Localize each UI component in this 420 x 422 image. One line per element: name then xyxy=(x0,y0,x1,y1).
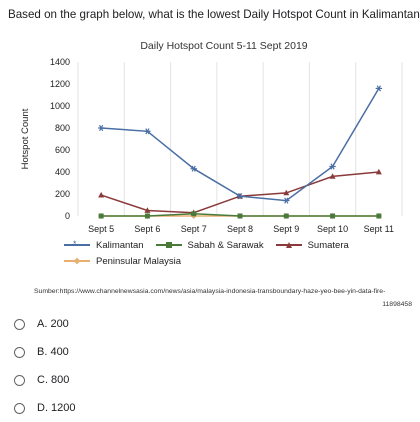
source-id-line: 11898458 xyxy=(382,301,412,308)
option-d[interactable]: D. 1200 xyxy=(14,394,314,422)
legend-swatch xyxy=(155,240,182,250)
hotspot-chart: Daily Hotspot Count 5-11 Sept 2019 0 200 4… xyxy=(14,34,410,284)
sumatera-point xyxy=(375,168,382,175)
chart-canvas: 0 200 400 600 800 1000 1200 1400 Sept 5 Sept 6 Sep… xyxy=(20,57,403,234)
kalimantan-point xyxy=(329,163,336,170)
source-url-line: Sumber:https://www.channelnewsasia.com/n… xyxy=(34,288,386,295)
sabah-sarawak-point xyxy=(237,213,243,219)
question-label: Based on the graph below, what is the lo… xyxy=(8,8,420,21)
kalimantan-line xyxy=(101,88,380,202)
y-tick-label: 800 xyxy=(55,123,70,133)
answer-options: A. 200 B. 400 C. 800 D. 1200 xyxy=(14,310,314,422)
kalimantan-point xyxy=(190,165,197,172)
source-citation: Sumber:https://www.channelnewsasia.com/n… xyxy=(34,285,412,311)
option-label: A. 200 xyxy=(37,318,69,330)
x-tick-label: Sept 5 xyxy=(88,224,114,234)
legend-label: Sabah & Sarawak xyxy=(187,239,264,251)
sabah-sarawak-point xyxy=(191,211,197,217)
x-tick-label: Sept 10 xyxy=(317,224,348,234)
sabah-sarawak-point xyxy=(376,213,382,219)
legend-row: * Kalimantan Sabah & Sarawak Sumatera xyxy=(64,237,414,253)
option-label: D. 1200 xyxy=(37,402,76,414)
option-b[interactable]: B. 400 xyxy=(14,338,314,366)
y-tick-label: 1000 xyxy=(50,101,70,111)
option-label: B. 400 xyxy=(37,346,69,358)
y-tick-label: 200 xyxy=(55,189,70,199)
legend-item-sabah-sarawak: Sabah & Sarawak xyxy=(155,239,264,251)
kalimantan-point xyxy=(283,197,290,204)
x-tick-label: Sept 6 xyxy=(134,224,160,234)
radio-button[interactable] xyxy=(14,374,25,386)
kalimantan-point xyxy=(144,128,151,135)
y-tick-label: 1400 xyxy=(50,57,70,67)
legend-item-peninsular-malaysia: Peninsular Malaysia xyxy=(64,256,181,267)
radio-button[interactable] xyxy=(14,318,25,330)
sumatera-point xyxy=(329,173,336,179)
sabah-sarawak-point xyxy=(144,213,150,219)
x-tick-label: Sept 9 xyxy=(273,224,299,234)
sumatera-point xyxy=(144,207,151,213)
y-tick-label: 1200 xyxy=(50,79,70,89)
x-tick-label: Sept 8 xyxy=(227,224,253,234)
sabah-sarawak-point xyxy=(283,213,289,219)
radio-button[interactable] xyxy=(14,346,25,358)
sumatera-point xyxy=(98,191,105,198)
x-tick-label: Sept 7 xyxy=(181,224,207,234)
legend-swatch xyxy=(275,240,302,250)
legend-label: Kalimantan xyxy=(96,239,144,251)
chart-legend: * Kalimantan Sabah & Sarawak Sumatera Penin… xyxy=(64,237,414,269)
kalimantan-point xyxy=(236,193,244,200)
question-text: Based on the graph below, what is the lo… xyxy=(8,8,420,22)
legend-row: Peninsular Malaysia xyxy=(64,253,414,269)
legend-label: Peninsular Malaysia xyxy=(96,255,182,267)
y-tick-label: 400 xyxy=(55,167,70,177)
y-tick-label: 600 xyxy=(55,145,70,155)
legend-item-kalimantan: * Kalimantan xyxy=(64,240,144,251)
kalimantan-point xyxy=(97,124,105,132)
legend-item-sumatera: Sumatera xyxy=(275,239,349,251)
sabah-sarawak-point xyxy=(330,213,336,219)
option-label: C. 800 xyxy=(37,374,70,386)
y-axis-label: Hotspot Count xyxy=(20,108,31,169)
sumatera-line xyxy=(100,171,379,214)
legend-swatch xyxy=(64,256,90,266)
radio-button[interactable] xyxy=(14,402,25,414)
option-a[interactable]: A. 200 xyxy=(14,310,314,338)
option-c[interactable]: C. 800 xyxy=(14,366,314,394)
sumatera-point xyxy=(283,189,290,196)
chart-title: Daily Hotspot Count 5-11 Sept 2019 xyxy=(140,40,308,52)
sabah-sarawak-point xyxy=(98,213,104,219)
y-tick-label: 0 xyxy=(65,211,70,221)
kalimantan-point xyxy=(375,85,383,92)
x-tick-label: Sept 11 xyxy=(364,224,394,234)
legend-swatch: * xyxy=(64,240,90,250)
legend-label: Sumatera xyxy=(307,239,349,251)
